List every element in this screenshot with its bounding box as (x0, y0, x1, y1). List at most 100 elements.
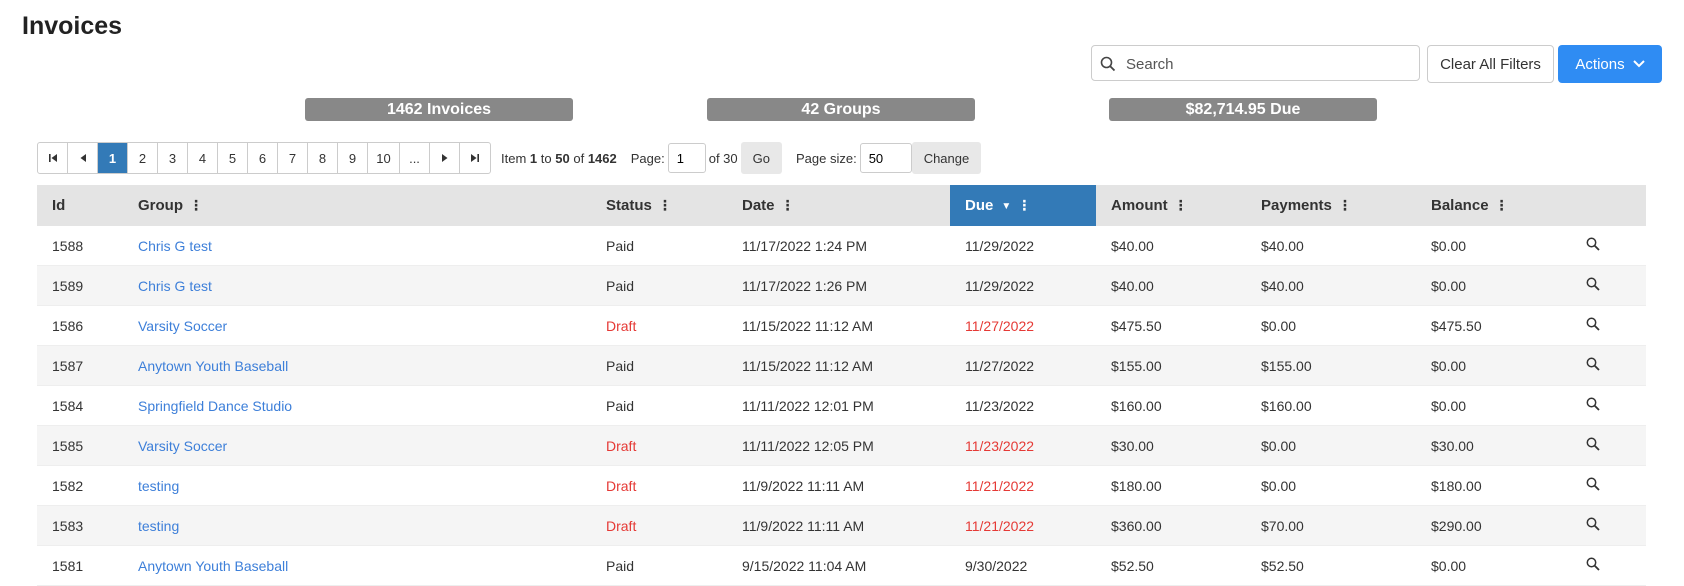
cell-group-link-text[interactable]: Springfield Dance Studio (138, 397, 293, 414)
cell-view[interactable] (1571, 505, 1646, 546)
page-button-4[interactable]: 4 (188, 143, 218, 173)
cell-view[interactable] (1571, 306, 1646, 346)
cell-group-link[interactable]: Varsity Soccer (123, 425, 591, 466)
total-due-badge: $82,714.95 Due (1109, 98, 1377, 121)
go-button[interactable]: Go (740, 142, 782, 174)
cell-date: 11/11/2022 12:05 PM (727, 425, 950, 466)
cell-group-link[interactable]: Anytown Youth Baseball (123, 345, 591, 386)
cell-status: Paid (591, 386, 727, 426)
page-button-1[interactable]: 1 (98, 143, 128, 173)
search-input[interactable] (1124, 46, 1408, 82)
table-row: 1588 Chris G test Paid 11/17/2022 1:24 PM 11… (37, 226, 1646, 266)
cell-status-text: Draft (606, 517, 637, 534)
page-ellipsis-button[interactable]: ... (400, 143, 430, 173)
cell-group-link-text[interactable]: Varsity Soccer (138, 437, 228, 454)
cell-group-link-text[interactable]: Chris G test (138, 237, 212, 254)
search-box[interactable] (1091, 45, 1420, 82)
cell-group-link-text[interactable]: testing (138, 517, 180, 534)
cell-group-link-text[interactable]: Varsity Soccer (138, 317, 228, 334)
last-page-button[interactable] (460, 143, 490, 173)
previous-page-button[interactable] (68, 143, 98, 173)
cell-status: Paid (591, 265, 727, 306)
page-button-3[interactable]: 3 (158, 143, 188, 173)
page-button-6[interactable]: 6 (248, 143, 278, 173)
page-button-10[interactable]: 10 (368, 143, 400, 173)
magnifier-icon[interactable] (1586, 277, 1600, 294)
cell-group-link-text[interactable]: testing (138, 477, 180, 494)
cell-view[interactable] (1571, 386, 1646, 426)
cell-view[interactable] (1571, 466, 1646, 506)
column-header-amount[interactable]: Amount ⋮ (1096, 185, 1246, 226)
cell-balance-text: $0.00 (1431, 397, 1467, 414)
cell-id-text: 1587 (52, 357, 84, 374)
cell-group-link[interactable]: Springfield Dance Studio (123, 386, 591, 426)
column-header-id[interactable]: Id (37, 185, 123, 226)
column-header-due[interactable]: Due ▼ ⋮ (950, 185, 1096, 226)
cell-id-text: 1585 (52, 437, 84, 454)
cell-view[interactable] (1571, 265, 1646, 306)
actions-button[interactable]: Actions (1558, 45, 1662, 83)
cell-group-link[interactable]: Anytown Youth Baseball (123, 546, 591, 586)
magnifier-icon[interactable] (1586, 237, 1600, 254)
column-header-date[interactable]: Date ⋮ (727, 185, 950, 226)
magnifier-icon[interactable] (1586, 517, 1600, 534)
page-button-2[interactable]: 2 (128, 143, 158, 173)
cell-amount-text: $52.50 (1111, 557, 1154, 574)
item-from: 1 (529, 150, 538, 166)
magnifier-icon[interactable] (1586, 437, 1600, 454)
cell-group-link-text[interactable]: Anytown Youth Baseball (138, 557, 289, 574)
next-page-icon (441, 154, 447, 162)
page-button-8[interactable]: 8 (308, 143, 338, 173)
cell-view[interactable] (1571, 226, 1646, 266)
column-header-balance[interactable]: Balance ⋮ (1416, 185, 1571, 226)
page-button-7[interactable]: 7 (278, 143, 308, 173)
table-row: 1585 Varsity Soccer Draft 11/11/2022 12:05 … (37, 425, 1646, 466)
column-menu-icon[interactable]: ⋮ (189, 197, 203, 213)
magnifier-icon[interactable] (1586, 317, 1600, 334)
column-menu-icon[interactable]: ⋮ (1337, 197, 1352, 213)
clear-all-filters-button[interactable]: Clear All Filters (1427, 45, 1554, 83)
cell-balance: $0.00 (1416, 226, 1571, 266)
page-title: Invoices (22, 12, 123, 40)
column-header-group[interactable]: Group ⋮ (123, 185, 591, 226)
cell-status: Draft (591, 505, 727, 546)
cell-group-link[interactable]: Varsity Soccer (123, 306, 591, 346)
cell-group-link-text[interactable]: Anytown Youth Baseball (138, 357, 289, 374)
cell-balance-text: $0.00 (1431, 557, 1467, 574)
column-menu-icon[interactable]: ⋮ (1494, 197, 1509, 213)
cell-due: 11/23/2022 (950, 386, 1096, 426)
cell-group-link-text[interactable]: Chris G test (138, 277, 212, 294)
page-button-5[interactable]: 5 (218, 143, 248, 173)
cell-balance-text: $180.00 (1431, 477, 1482, 494)
cell-date-text: 11/11/2022 12:05 PM (742, 437, 874, 454)
column-menu-icon[interactable]: ⋮ (1173, 197, 1188, 213)
cell-id: 1583 (37, 505, 123, 546)
cell-view[interactable] (1571, 546, 1646, 586)
cell-group-link[interactable]: Chris G test (123, 226, 591, 266)
cell-view[interactable] (1571, 425, 1646, 466)
page-button-9[interactable]: 9 (338, 143, 368, 173)
column-header-status[interactable]: Status ⋮ (591, 185, 727, 226)
column-header-payments[interactable]: Payments ⋮ (1246, 185, 1416, 226)
magnifier-icon[interactable] (1586, 357, 1600, 374)
cell-due: 11/29/2022 (950, 265, 1096, 306)
magnifier-icon[interactable] (1586, 397, 1600, 414)
magnifier-icon[interactable] (1586, 557, 1600, 574)
cell-group-link[interactable]: Chris G test (123, 265, 591, 306)
item-to: 50 (555, 150, 570, 166)
page-size-input[interactable] (859, 143, 912, 173)
cell-group-link[interactable]: testing (123, 505, 591, 546)
cell-id: 1584 (37, 386, 123, 426)
cell-id-text: 1583 (52, 517, 84, 534)
change-page-size-button[interactable]: Change (911, 142, 982, 174)
column-menu-icon[interactable]: ⋮ (780, 197, 795, 213)
magnifier-icon[interactable] (1586, 477, 1600, 494)
next-page-button[interactable] (430, 143, 460, 173)
first-page-button[interactable] (38, 143, 68, 173)
cell-group-link[interactable]: testing (123, 466, 591, 506)
column-menu-icon[interactable]: ⋮ (657, 197, 672, 213)
cell-view[interactable] (1571, 345, 1646, 386)
cell-id-text: 1581 (52, 557, 84, 574)
column-menu-icon[interactable]: ⋮ (1017, 197, 1032, 213)
page-number-input[interactable] (667, 143, 706, 173)
